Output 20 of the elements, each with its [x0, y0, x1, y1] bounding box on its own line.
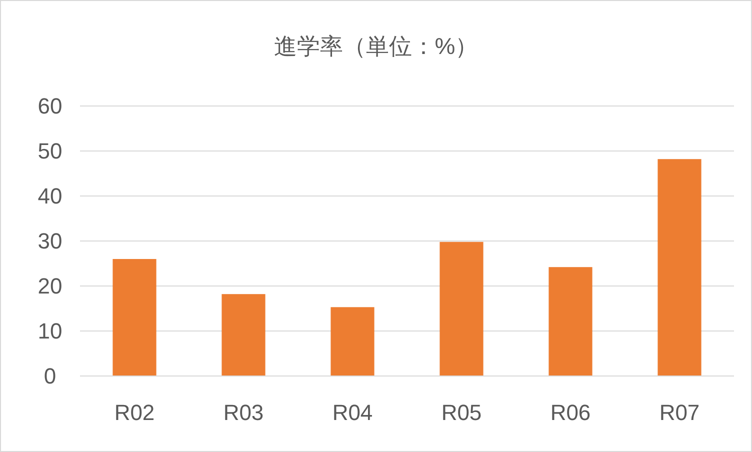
- bar: [330, 307, 374, 376]
- bar: [112, 259, 156, 376]
- y-tick-label: 10: [38, 318, 62, 344]
- y-tick-label: 30: [38, 228, 62, 254]
- x-tick-label: R07: [659, 400, 700, 425]
- y-tick-label: 0: [44, 364, 56, 389]
- x-tick-label: R05: [441, 400, 482, 425]
- x-tick-label: R03: [223, 400, 264, 425]
- bar: [440, 242, 484, 376]
- chart-title: 進学率（単位：%）: [274, 33, 478, 59]
- bar: [548, 267, 592, 376]
- bar: [658, 159, 702, 376]
- x-tick-label: R06: [550, 400, 591, 425]
- bar: [222, 294, 266, 376]
- y-tick-label: 50: [38, 138, 62, 164]
- y-tick-label: 60: [38, 94, 62, 119]
- x-tick-label: R04: [332, 400, 373, 425]
- y-tick-label: 40: [38, 184, 62, 209]
- y-tick-label: 20: [38, 274, 62, 299]
- x-tick-label: R02: [114, 400, 155, 425]
